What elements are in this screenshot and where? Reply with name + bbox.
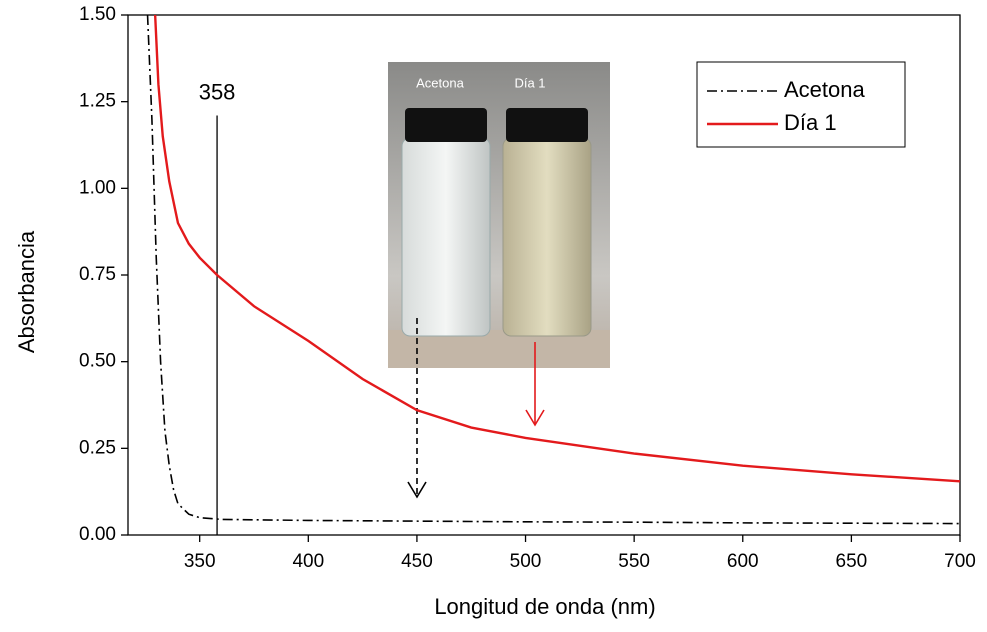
- y-tick-label: 0.00: [79, 524, 116, 545]
- y-axis-label: Absorbancia: [14, 230, 39, 353]
- y-tick-label: 1.25: [79, 91, 116, 112]
- series-line: [146, 14, 961, 525]
- x-tick-label: 650: [836, 551, 868, 572]
- x-tick-label: 550: [618, 551, 650, 572]
- y-tick-label: 0.75: [79, 264, 116, 285]
- series-line: [153, 14, 961, 483]
- y-tick-label: 1.50: [79, 4, 116, 25]
- annotation: 358: [199, 79, 236, 104]
- y-tick-label: 0.50: [79, 351, 116, 372]
- inset-photo: Acetona Día 1: [388, 62, 610, 368]
- legend-label: Acetona: [784, 77, 865, 102]
- x-tick-label: 600: [727, 551, 759, 572]
- legend: Acetona Día 1: [696, 61, 906, 148]
- arrows: [407, 318, 545, 499]
- y-tick-label: 1.00: [79, 177, 116, 198]
- legend-label: Día 1: [784, 110, 837, 135]
- inset-label: Día 1: [514, 75, 545, 90]
- x-tick-label: 400: [292, 551, 324, 572]
- inset-label: Acetona: [416, 75, 464, 90]
- y-tick-label: 0.25: [79, 437, 116, 458]
- x-axis-label: Longitud de onda (nm): [434, 594, 655, 619]
- x-tick-label: 450: [401, 551, 433, 572]
- x-tick-label: 350: [184, 551, 216, 572]
- x-tick-label: 700: [944, 551, 976, 572]
- x-tick-label: 500: [510, 551, 542, 572]
